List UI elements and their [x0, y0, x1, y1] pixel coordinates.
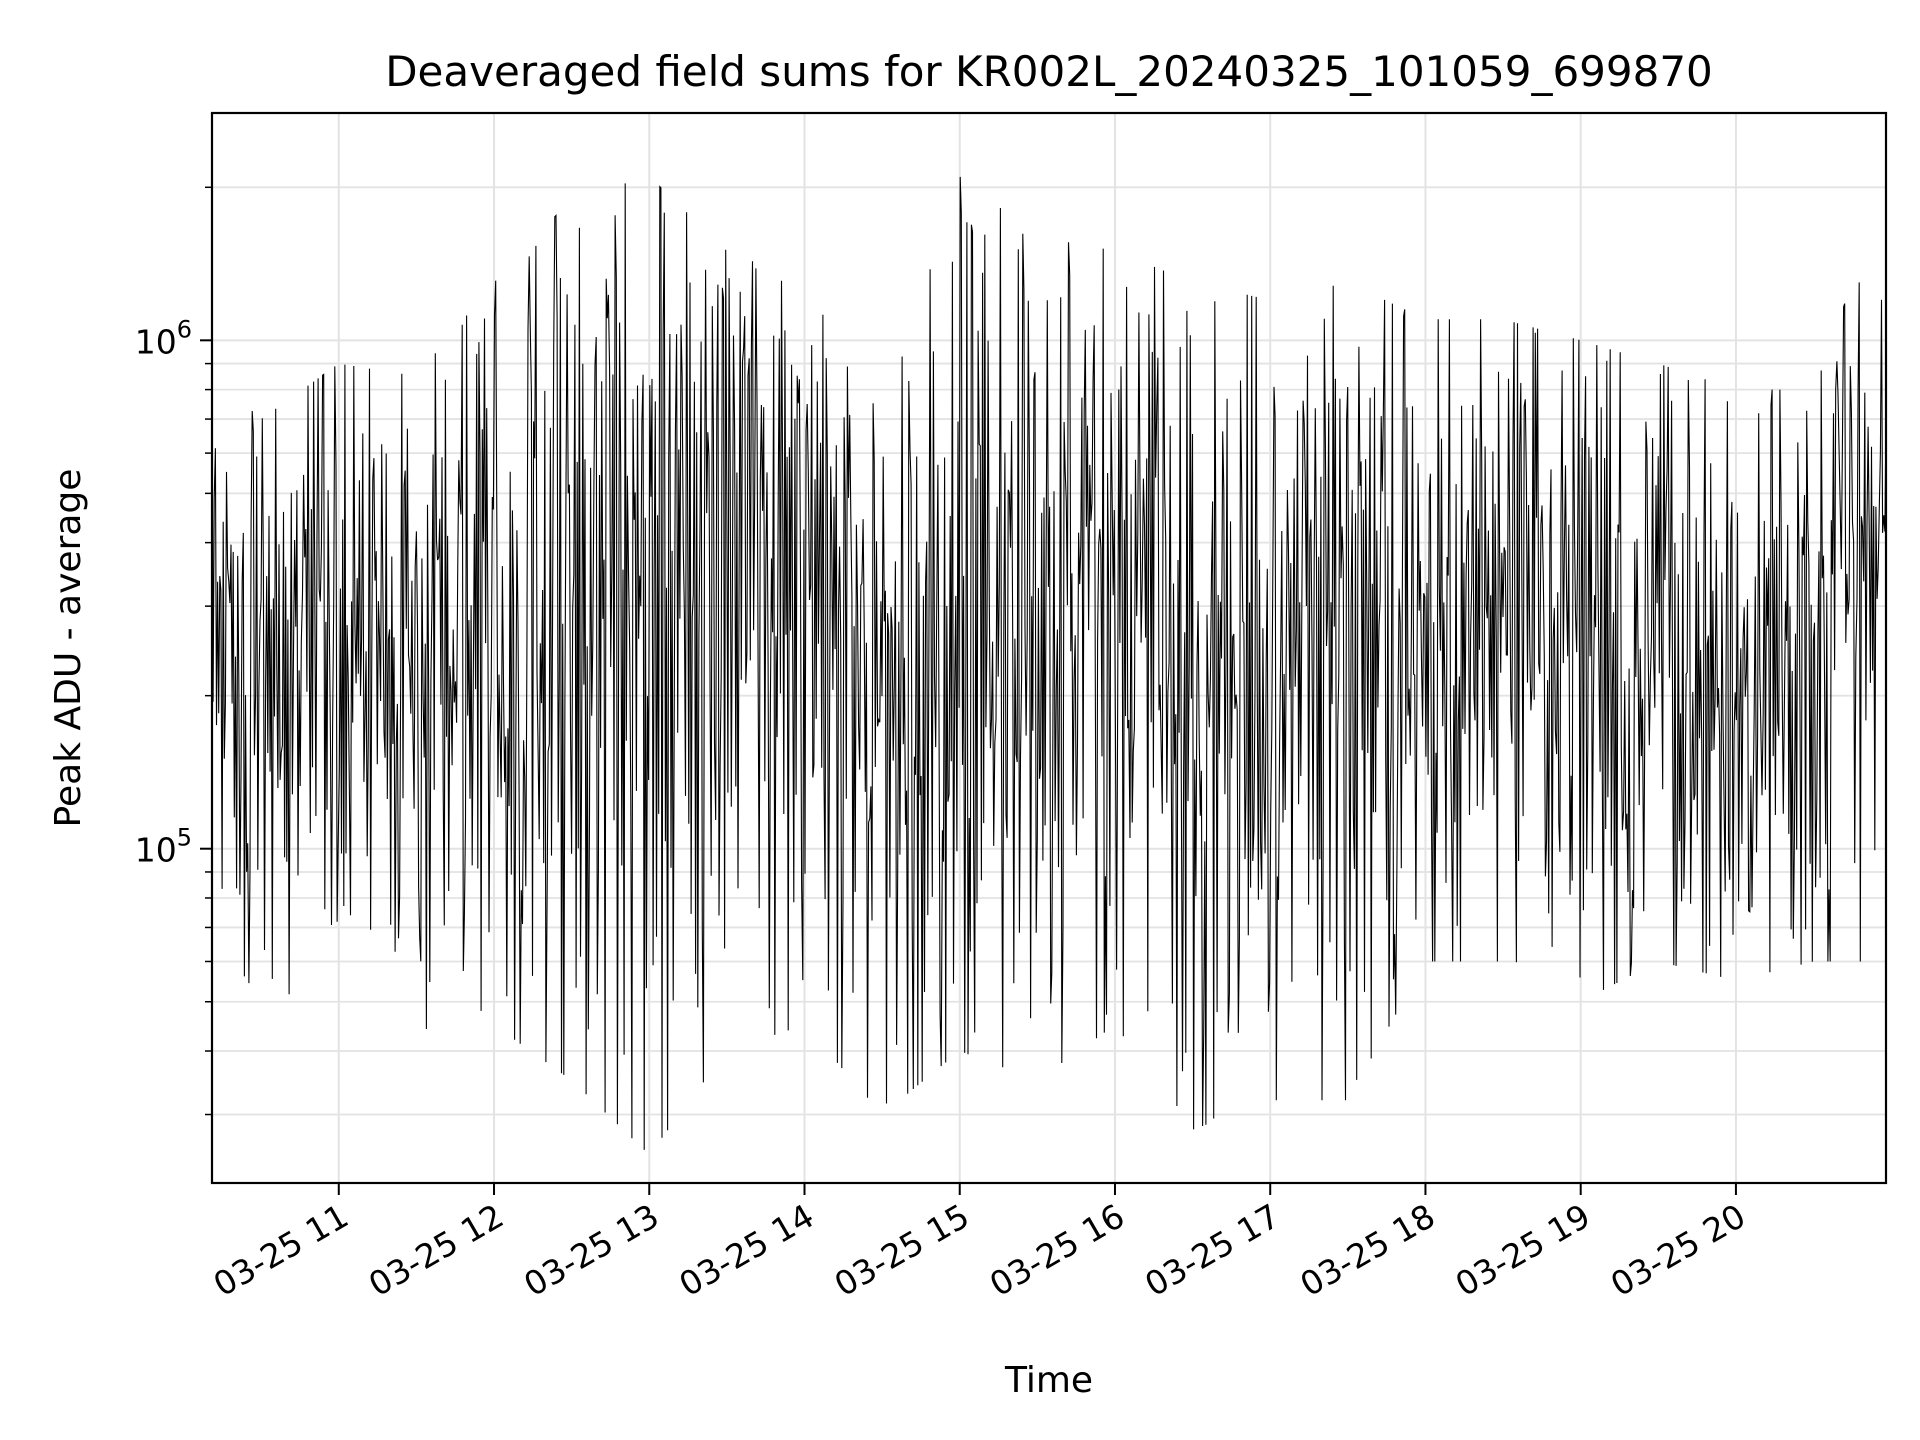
y-tick-label: 106 [135, 315, 192, 361]
series-line [211, 176, 1887, 1150]
y-tick-label: 105 [135, 824, 192, 870]
plot-frame [210, 111, 1888, 1185]
y-axis-label: Peak ADU - average [48, 469, 89, 828]
data-series [211, 176, 1887, 1150]
x-axis-label: Time [1004, 1360, 1093, 1401]
chart-title: Deaveraged field sums for KR002L_2024032… [385, 47, 1713, 96]
